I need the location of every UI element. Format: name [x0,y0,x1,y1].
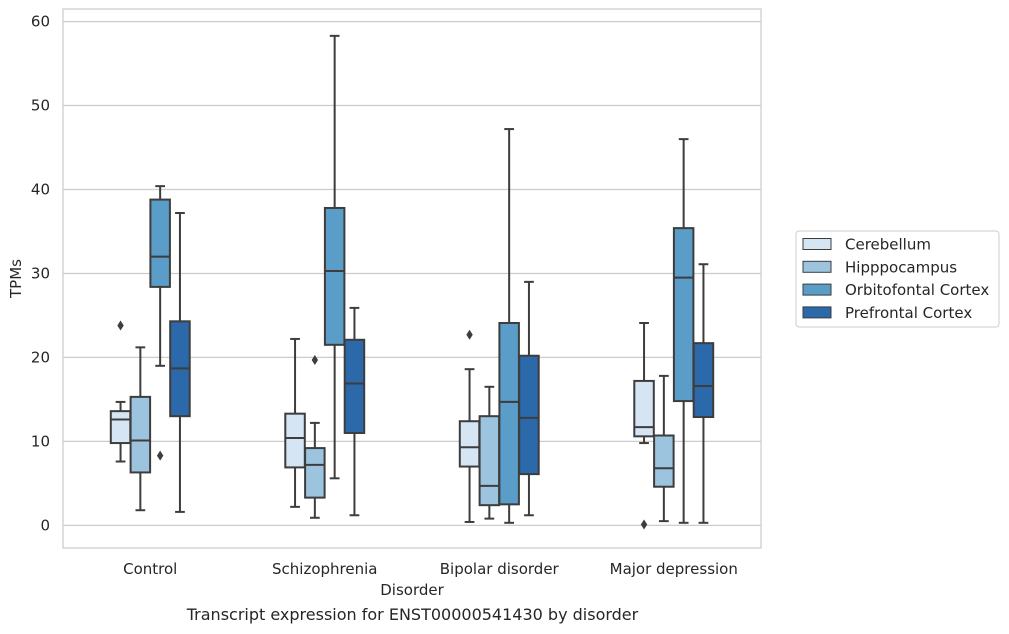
box-prefrontal-cortex [518,280,540,517]
legend-label: Orbitofontal Cortex [845,281,989,299]
plot-frame [62,8,762,549]
box-hipppocampus [478,385,501,520]
boxes [109,34,715,530]
legend-item: Orbitofontal Cortex [802,281,989,299]
outlier-point [311,354,319,365]
figure-caption: Transcript expression for ENST0000054143… [186,605,639,624]
box-cerebellum [109,320,132,463]
legend-item: Cerebellum [802,236,931,254]
outlier-point [640,519,648,530]
box-cerebellum [458,329,481,523]
y-tick-label: 60 [31,13,50,31]
x-tick-label: Major depression [610,560,738,578]
iqr-box [149,198,171,288]
legend-label: Hipppocampus [845,258,957,276]
legend-label: Cerebellum [845,236,931,254]
y-tick-label: 0 [40,516,50,534]
iqr-box [109,410,132,445]
box-prefrontal-cortex [692,263,715,524]
box-cerebellum [633,321,655,530]
outlier-point [466,329,473,340]
iqr-box [129,395,152,474]
legend-item: Hipppocampus [802,258,957,276]
box-cerebellum [284,337,306,508]
iqr-box [284,412,306,469]
x-tick-label: Schizophrenia [272,560,377,578]
iqr-box [323,206,346,346]
outlier-point [156,450,164,461]
outlier-point [117,320,124,331]
legend-label: Prefrontal Cortex [845,304,972,322]
x-tick-label: Bipolar disorder [440,560,560,578]
box-hipppocampus [653,374,675,523]
x-axis-title: Disorder [380,581,444,599]
box-orbitofontal-cortex [672,138,695,524]
y-axis-title: TPMs [7,259,25,299]
y-tick-labels: 0 10 20 30 40 50 60 [31,13,50,535]
y-tick-label: 20 [31,348,50,366]
box-hipppocampus [129,346,152,512]
iqr-box [633,379,655,438]
iqr-box [672,227,695,403]
box-prefrontal-cortex [343,306,366,517]
y-tick-label: 30 [31,264,50,282]
box-orbitofontal-cortex [149,185,171,461]
iqr-box [653,434,675,488]
x-tick-label: Control [123,560,177,578]
box-prefrontal-cortex [169,212,191,513]
y-tick-label: 10 [31,432,50,450]
y-tick-label: 50 [31,97,50,115]
iqr-box [518,354,540,476]
iqr-box [458,420,481,468]
legend-item: Prefrontal Cortex [802,304,972,322]
iqr-box [478,415,501,507]
box-hipppocampus [304,354,326,519]
iqr-box [304,447,326,499]
legend-frame [795,230,1000,328]
legend-swatch [802,283,832,296]
legend-swatch [802,260,832,273]
legend-swatch [802,306,832,319]
iqr-box [498,321,520,506]
iqr-box [692,342,715,419]
box-orbitofontal-cortex [498,128,520,524]
iqr-box [343,338,366,434]
legend: Cerebellum Hipppocampus Orbitofontal Corte… [795,230,1000,328]
y-tick-label: 40 [31,181,50,199]
box-orbitofontal-cortex [323,34,346,480]
legend-swatch [802,238,832,250]
x-tick-labels: Control Schizophrenia Bipolar disorder Majo… [123,560,738,578]
